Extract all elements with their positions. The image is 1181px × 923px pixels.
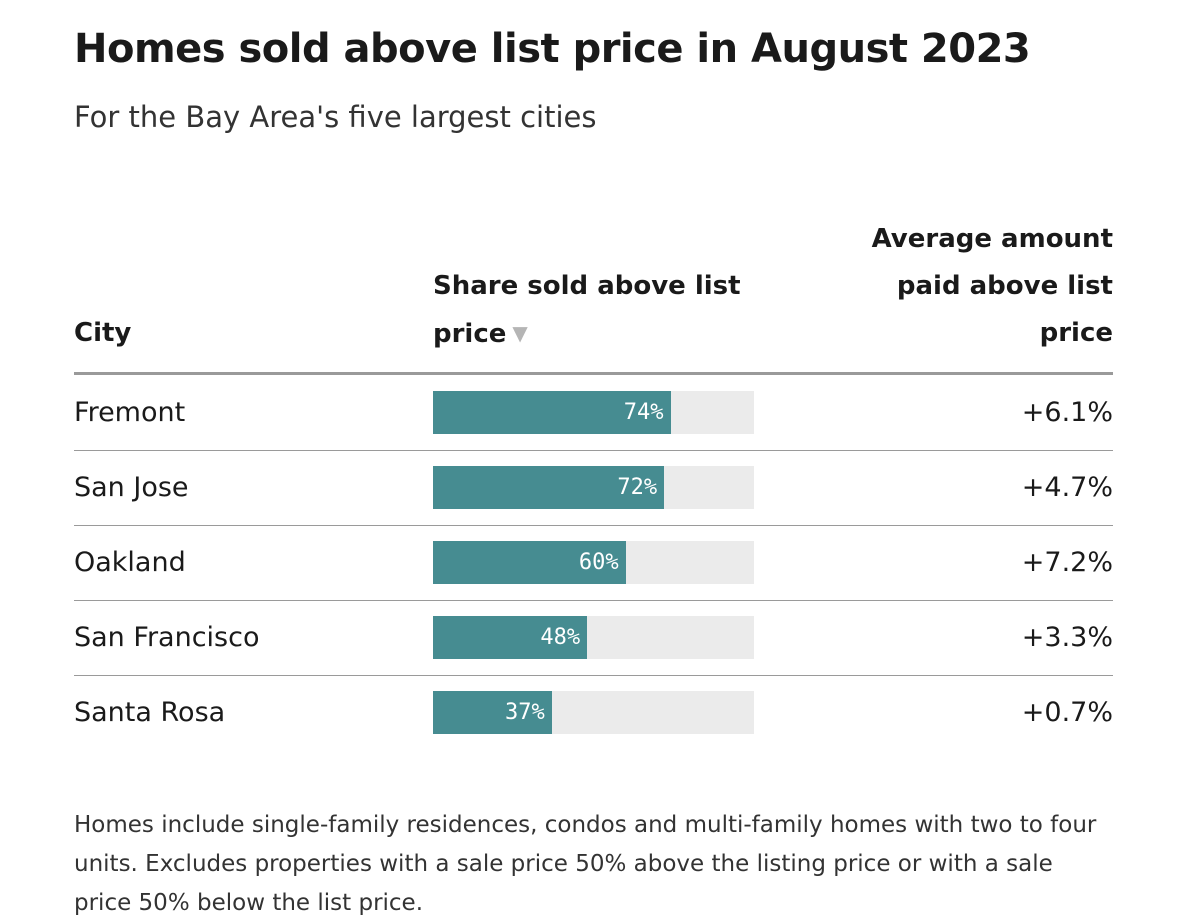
- average-above-list: +3.3%: [1021, 622, 1113, 653]
- share-bar-label: 37%: [505, 700, 545, 725]
- share-bar: 48%: [433, 616, 588, 659]
- average-above-list: +4.7%: [1021, 472, 1113, 503]
- average-above-list: +0.7%: [1021, 697, 1113, 728]
- footnote: Homes include single-family residences, …: [74, 812, 1097, 916]
- table-row: Oakland 60% +7.2%: [74, 525, 1113, 601]
- table-row: Fremont 74% +6.1%: [74, 375, 1113, 451]
- column-header-average-label: Average amount paid above list price: [871, 224, 1113, 348]
- city-name: Oakland: [74, 547, 186, 578]
- bar-track: 72%: [433, 466, 754, 509]
- column-header-share-label: Share sold above list price: [433, 271, 741, 349]
- city-name: Santa Rosa: [74, 697, 226, 728]
- average-above-list: +6.1%: [1021, 397, 1113, 428]
- sort-descending-icon[interactable]: ▼: [512, 321, 528, 345]
- share-bar-label: 74%: [623, 400, 664, 425]
- city-name: San Francisco: [74, 622, 260, 653]
- city-name: Fremont: [74, 397, 186, 428]
- table-row: San Jose 72% +4.7%: [74, 450, 1113, 526]
- chart-title: Homes sold above list price in August 20…: [74, 26, 1031, 72]
- bar-track: 48%: [433, 616, 754, 659]
- city-name: San Jose: [74, 472, 189, 503]
- bar-track: 37%: [433, 691, 754, 734]
- share-bar: 37%: [433, 691, 552, 734]
- share-bar-label: 60%: [578, 550, 619, 575]
- share-bar: 60%: [433, 541, 626, 584]
- column-header-average[interactable]: Average amount paid above list price: [853, 216, 1113, 357]
- column-header-share[interactable]: Share sold above list price ▼: [433, 263, 763, 358]
- chart-subtitle: For the Bay Area's five largest cities: [74, 100, 597, 134]
- header-divider: [74, 372, 1113, 375]
- column-header-city-label: City: [74, 318, 132, 348]
- bar-track: 74%: [433, 391, 754, 434]
- table-row: San Francisco 48% +3.3%: [74, 600, 1113, 676]
- share-bar-label: 72%: [617, 475, 658, 500]
- bar-track: 60%: [433, 541, 754, 584]
- share-bar-label: 48%: [540, 625, 581, 650]
- average-above-list: +7.2%: [1021, 547, 1113, 578]
- column-header-city[interactable]: City: [74, 310, 131, 357]
- table-row: Santa Rosa 37% +0.7%: [74, 675, 1113, 750]
- share-bar: 74%: [433, 391, 671, 434]
- share-bar: 72%: [433, 466, 665, 509]
